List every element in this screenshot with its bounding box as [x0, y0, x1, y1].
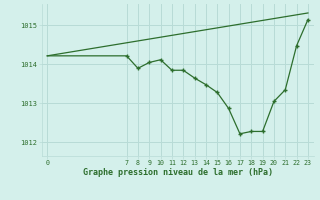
- X-axis label: Graphe pression niveau de la mer (hPa): Graphe pression niveau de la mer (hPa): [83, 168, 273, 177]
